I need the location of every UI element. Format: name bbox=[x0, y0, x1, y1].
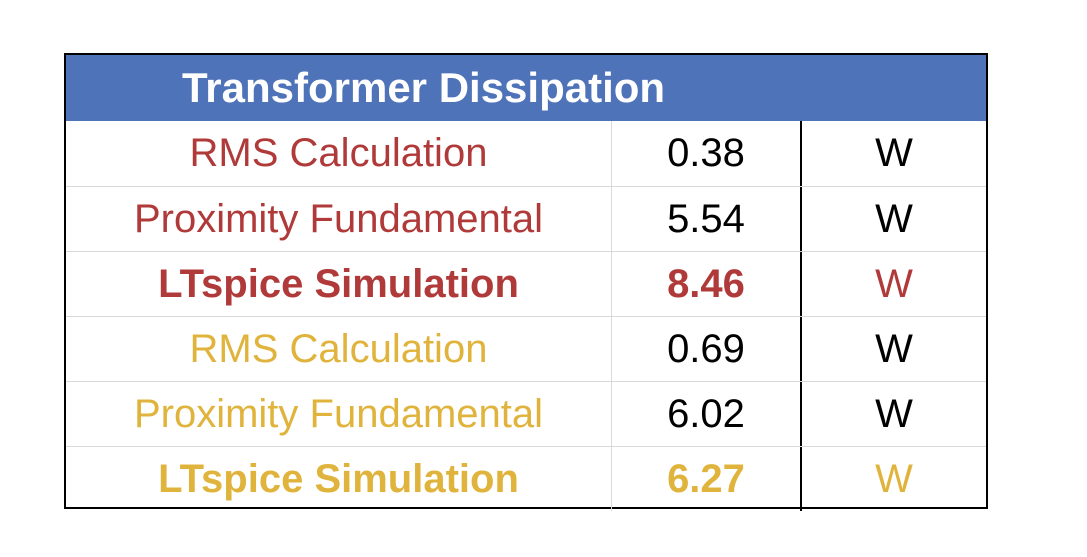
table-row: Proximity Fundamental 6.02 W bbox=[66, 381, 986, 446]
row-unit: W bbox=[800, 252, 986, 316]
row-unit: W bbox=[800, 382, 986, 446]
row-unit: W bbox=[800, 317, 986, 381]
row-label: LTspice Simulation bbox=[158, 261, 519, 306]
table-row: RMS Calculation 0.69 W bbox=[66, 316, 986, 381]
row-label: Proximity Fundamental bbox=[133, 196, 544, 241]
row-unit: W bbox=[800, 447, 986, 511]
row-label: RMS Calculation bbox=[189, 131, 488, 175]
row-value: 8.46 bbox=[611, 252, 800, 316]
table-row: LTspice Simulation 6.27 W bbox=[66, 446, 986, 511]
table-row: Proximity Fundamental 5.54 W bbox=[66, 186, 986, 251]
table-row: LTspice Simulation 8.46 W bbox=[66, 251, 986, 316]
row-unit: W bbox=[800, 187, 986, 251]
dissipation-table: Transformer Dissipation RMS Calculation 0… bbox=[64, 53, 988, 511]
row-unit: W bbox=[800, 121, 986, 186]
row-value: 0.69 bbox=[611, 317, 800, 381]
table-title: Transformer Dissipation bbox=[66, 55, 986, 121]
row-value: 6.27 bbox=[611, 447, 800, 511]
row-value: 6.02 bbox=[611, 382, 800, 446]
row-label: LTspice Simulation bbox=[158, 456, 519, 501]
table-body: RMS Calculation 0.38 W Proximity Fundamenta… bbox=[66, 121, 986, 511]
table-row: RMS Calculation 0.38 W bbox=[66, 121, 986, 186]
row-label: Proximity Fundamental bbox=[133, 391, 544, 436]
row-value: 0.38 bbox=[611, 121, 800, 186]
row-value: 5.54 bbox=[611, 187, 800, 251]
row-label: RMS Calculation bbox=[189, 326, 488, 371]
